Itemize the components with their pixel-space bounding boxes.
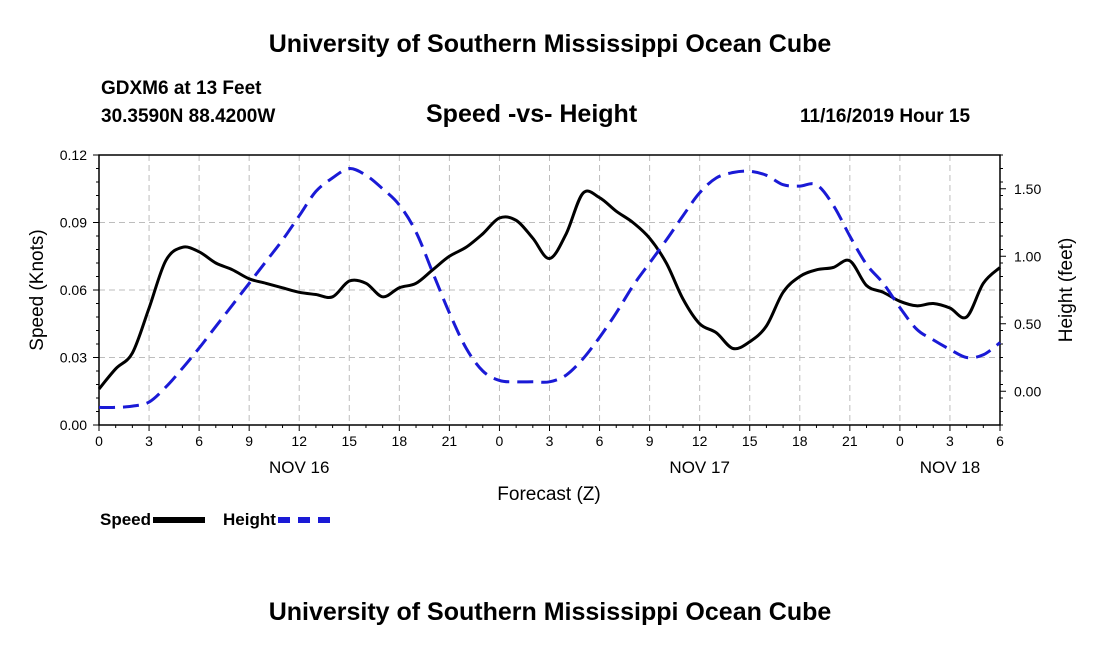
y2-tick-label: 1.50 bbox=[1014, 181, 1041, 197]
x-tick-label: 6 bbox=[596, 433, 604, 449]
x-tick-label: 0 bbox=[95, 433, 103, 449]
y2-tick-label: 0.50 bbox=[1014, 316, 1041, 332]
forecast-datestamp: 11/16/2019 Hour 15 bbox=[800, 106, 971, 127]
series-line-height bbox=[98, 166, 1001, 410]
x-tick-label: 15 bbox=[341, 433, 357, 449]
day-label: NOV 18 bbox=[920, 458, 980, 477]
y-tick-label: 0.06 bbox=[60, 282, 87, 298]
x-tick-label: 15 bbox=[742, 433, 758, 449]
x-tick-label: 9 bbox=[245, 433, 253, 449]
y-tick-label: 0.00 bbox=[60, 417, 87, 433]
legend-height: Height bbox=[223, 510, 330, 530]
legend-speed-label: Speed bbox=[100, 510, 152, 529]
x-tick-label: 12 bbox=[291, 433, 307, 449]
y2-tick-label: 1.00 bbox=[1014, 248, 1041, 264]
page-title: University of Southern Mississippi Ocean… bbox=[268, 30, 832, 58]
chart-title: Speed -vs- Height bbox=[426, 100, 638, 128]
legend-speed-swatch bbox=[153, 517, 206, 523]
legend: Speed Height bbox=[100, 510, 348, 530]
y-tick-label: 0.09 bbox=[60, 215, 87, 231]
x-tick-label: 12 bbox=[692, 433, 708, 449]
legend-height-label: Height bbox=[223, 510, 276, 529]
x-tick-label: 0 bbox=[896, 433, 904, 449]
footer-title: University of Southern Mississippi Ocean… bbox=[268, 598, 832, 626]
x-tick-label: 9 bbox=[646, 433, 654, 449]
coordinates-label: 30.3590N 88.4200W bbox=[101, 106, 276, 127]
y-axis-title: Speed (Knots) bbox=[27, 229, 48, 350]
x-tick-label: 6 bbox=[996, 433, 1004, 449]
x-tick-label: 3 bbox=[946, 433, 954, 449]
x-tick-label: 18 bbox=[792, 433, 808, 449]
x-tick-label: 3 bbox=[546, 433, 554, 449]
x-tick-label: 18 bbox=[392, 433, 408, 449]
x-tick-label: 21 bbox=[442, 433, 458, 449]
y-tick-label: 0.03 bbox=[60, 350, 87, 366]
legend-speed: Speed bbox=[100, 510, 206, 530]
y2-axis-title: Height (feet) bbox=[1056, 238, 1077, 343]
y2-tick-label: 0.00 bbox=[1014, 383, 1041, 399]
x-axis-title: Forecast (Z) bbox=[497, 484, 600, 505]
series-line-speed bbox=[97, 189, 1002, 390]
x-tick-label: 0 bbox=[496, 433, 504, 449]
station-label: GDXM6 at 13 Feet bbox=[101, 78, 262, 99]
x-tick-label: 21 bbox=[842, 433, 858, 449]
day-label: NOV 17 bbox=[669, 458, 729, 477]
day-label: NOV 16 bbox=[269, 458, 329, 477]
plot-frame bbox=[98, 154, 1001, 426]
y-tick-label: 0.12 bbox=[60, 147, 87, 163]
x-tick-label: 6 bbox=[195, 433, 203, 449]
x-tick-label: 3 bbox=[145, 433, 153, 449]
legend-height-swatch bbox=[277, 517, 330, 523]
